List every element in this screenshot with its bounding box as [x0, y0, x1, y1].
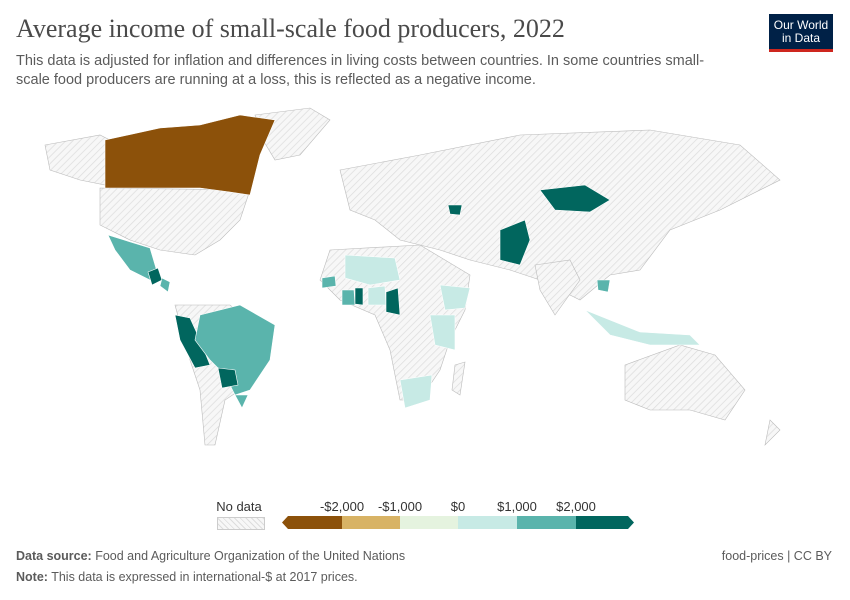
data-source: Data source: Food and Agriculture Organi…	[16, 549, 405, 563]
chart-title: Average income of small-scale food produ…	[16, 14, 565, 43]
legend-color-bar	[282, 516, 634, 529]
peru-ecuador	[174, 314, 211, 369]
senegal	[321, 275, 337, 289]
owid-logo[interactable]: Our World in Data	[769, 14, 833, 52]
mali-niger	[344, 254, 401, 286]
canada	[104, 114, 276, 196]
cameroon	[385, 287, 401, 316]
logo-line2: in Data	[781, 31, 821, 45]
alaska	[44, 134, 111, 186]
ethiopia	[439, 284, 471, 311]
cote-divoire	[341, 289, 356, 306]
source-text[interactable]: Food and Agriculture Organization of the…	[95, 549, 406, 563]
australia	[624, 344, 746, 421]
legend-bin	[576, 516, 634, 529]
license[interactable]: food-prices | CC BY	[721, 549, 832, 563]
legend-bin	[400, 516, 458, 529]
usa	[99, 187, 251, 256]
logo-line1: Our World	[773, 18, 829, 32]
armenia-georgia	[447, 204, 463, 216]
new-zealand	[764, 419, 781, 446]
uruguay	[234, 394, 249, 409]
chart-subtitle: This data is adjusted for inflation and …	[16, 53, 705, 88]
legend-tick: $0	[450, 499, 466, 514]
world-map[interactable]	[0, 100, 850, 490]
legend-no-data-swatch	[217, 517, 265, 530]
indonesia	[584, 309, 701, 346]
countries-with-data	[104, 114, 701, 409]
source-label: Data source:	[16, 549, 92, 563]
madagascar	[451, 361, 466, 396]
legend-bin	[517, 516, 576, 529]
note-text: This data is expressed in international-…	[51, 570, 358, 584]
eurasia	[339, 129, 781, 301]
nigeria	[367, 285, 387, 306]
legend-tick: $2,000	[556, 499, 596, 514]
legend-tick: -$1,000	[377, 499, 423, 514]
legend-tick: -$2,000	[319, 499, 365, 514]
legend-tick: $1,000	[497, 499, 537, 514]
legend-no-data-label: No data	[216, 499, 262, 514]
legend-bin	[342, 516, 400, 529]
note: Note: This data is expressed in internat…	[16, 570, 358, 584]
kenya-tanzania	[429, 314, 456, 351]
brazil	[194, 304, 276, 396]
mongolia	[539, 184, 611, 213]
mexico	[107, 234, 159, 281]
south-africa	[399, 374, 433, 409]
legend-bin	[458, 516, 517, 529]
note-label: Note:	[16, 570, 48, 584]
india	[534, 259, 581, 316]
pakistan	[499, 219, 531, 266]
no-data-land	[44, 107, 781, 446]
ghana	[354, 287, 364, 306]
cambodia	[596, 279, 611, 293]
paraguay	[217, 367, 239, 389]
legend-bin	[282, 516, 342, 529]
nicaragua	[159, 277, 171, 293]
